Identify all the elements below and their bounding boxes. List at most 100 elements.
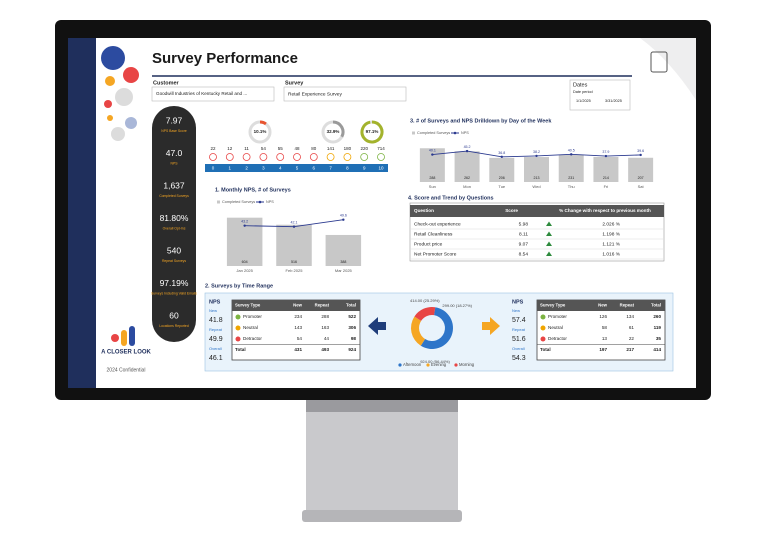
score-face [309,153,318,161]
survey-dropdown[interactable] [283,86,407,102]
score-face [276,153,285,161]
right-table-header [537,300,665,311]
legend-swatch [258,200,262,204]
gauge-label: 97.1% [366,129,379,134]
table-header: Question [414,208,434,213]
nps-stat-value: 46.1 [209,355,223,362]
legend-entry: Completed Surveys [417,131,450,135]
deco-circle [123,67,139,83]
score-face [343,153,352,161]
bar [524,157,549,182]
bar-value-label: 288 [429,176,435,180]
table-cell: 217 [626,347,634,352]
x-tick-label: Mar 2025 [335,268,353,273]
bar [454,151,480,182]
gauge-label: 32.9% [327,129,340,134]
side-stripe [68,38,96,388]
nps-stat-label: Repeat [512,327,526,332]
nps-title: NPS [209,299,221,305]
logo-mark [121,330,127,346]
nps-value-label: 40.1 [429,149,436,153]
nps-stat-label: New [512,308,520,313]
filter-label: Customer [153,80,180,86]
score-number: 0 [212,166,215,171]
score-number: 5 [296,166,299,171]
score-count: 48 [294,146,300,151]
table-cell: 119 [654,325,662,330]
table-cell: 98 [351,336,357,341]
score-number: 10 [378,166,384,171]
date-end: 3/31/2025 [605,99,622,103]
table-cell: Neutral [243,325,258,330]
monitor-base [302,510,462,522]
table-cell: 8.11 [519,231,528,237]
table-cell: Total [540,347,551,352]
score-count: 22 [210,146,216,151]
score-count: 714 [377,146,385,151]
x-tick-label: Sun [429,184,436,189]
nps-point [431,153,434,156]
legend-entry: Morning [459,362,475,367]
question-table-header [410,205,664,217]
table-cell: 44 [324,336,330,341]
table-cell: 35 [656,336,662,341]
score-number: 4 [279,166,282,171]
table-cell: Detractor [548,336,567,341]
table-cell: 522 [348,314,356,319]
table-cell: Neutral [548,325,563,330]
nps-point [639,153,642,157]
bar-value-label: 262 [464,176,470,180]
table-cell: 431 [294,347,302,352]
table-cell: 493 [321,347,329,352]
table-cell: 163 [321,325,329,330]
nps-value-label: 38.2 [533,150,540,154]
customer-dropdown[interactable] [151,86,275,102]
legend-entry: Completed Surveys [222,200,255,204]
donut-value-label: 924.00 (56.44%) [420,359,450,364]
trend-up-icon [546,251,552,256]
kpi-label: NPS [171,161,179,165]
score-face [377,153,385,161]
kpi-panel [152,106,196,342]
table-cell: Net Promoter Score [414,251,457,257]
nps-stat-label: Overall [209,346,222,351]
score-count: 11 [244,146,249,151]
nps-value-label: 36.8 [498,151,505,155]
nps-point [500,155,503,159]
table-cell: 134 [626,314,634,319]
type-icon [235,314,241,320]
nps-value-label: 39.6 [637,149,644,153]
dates-box[interactable] [569,79,631,111]
kpi-label: Overall Opt-Ins [163,226,186,230]
donut-value-label: 299.00 (18.27%) [442,303,472,308]
gauge-arc [259,120,267,126]
table-header: Total [651,303,661,308]
nps-point [465,149,469,153]
nps-stat-label: New [209,308,217,313]
section-title: 1. Monthly NPS, # of Surveys [215,187,291,193]
table-cell: 8.54 [519,251,529,257]
section-title: 2. Surveys by Time Range [205,283,273,289]
table-header: Repeat [620,303,635,308]
x-tick-label: Jan 2025 [236,268,253,273]
section-title: 3. # of Surveys and NPS Drilldown by Day… [410,118,552,124]
kpi-label: Repeat Surveys [162,259,186,263]
kpi-value: 47.0 [166,148,183,158]
table-cell: 13 [602,336,608,341]
type-icon [235,336,241,342]
donut-slice [414,307,436,321]
nps-value-label: 42.1 [291,221,298,225]
table-cell: Detractor [243,336,262,341]
bar [489,157,515,182]
bar-value-label: 388 [340,260,346,264]
score-count: 141 [327,146,335,151]
nps-point [342,218,345,221]
table-header: Repeat [315,303,330,308]
table-cell: Promoter [548,314,567,319]
nps-title: NPS [512,299,524,305]
legend-swatch [454,363,458,367]
bar [558,154,584,182]
table-cell: 54 [297,336,303,341]
kpi-value: 81.80% [160,213,189,223]
